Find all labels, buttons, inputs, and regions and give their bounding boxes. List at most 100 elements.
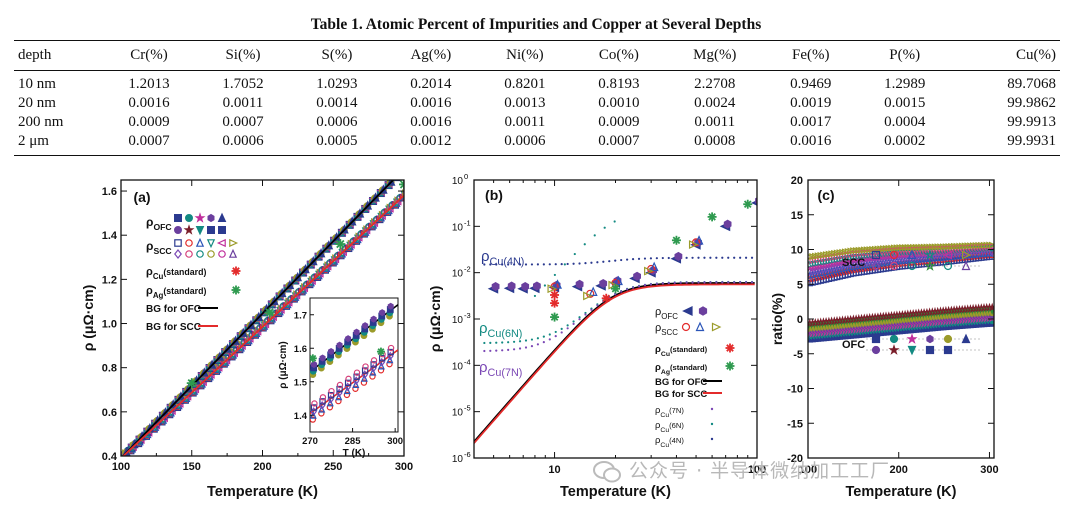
watermark: 公众号 · 半导体微纳加工工厂 (592, 456, 890, 484)
cu4n-curve-dot (518, 263, 522, 266)
plot-area (121, 180, 404, 456)
data-point (889, 250, 899, 260)
label-main: ρ (655, 322, 661, 334)
y-tick-label: 0 (797, 314, 803, 326)
data-point (174, 226, 183, 235)
table-cell: 0.0007 (222, 114, 264, 130)
y-tick-exponent: 0 (464, 172, 468, 181)
label-main: ρ (655, 420, 661, 431)
asterisk-stroke (726, 344, 734, 352)
table-cell: 0.0013 (504, 95, 546, 111)
cu7n-curve-dot (649, 283, 653, 286)
data-point (194, 212, 206, 223)
label-main: ρ (655, 344, 661, 355)
x-tick-label: 300 (395, 461, 413, 473)
asterisk-stroke (187, 378, 196, 388)
cu7n-curve-dot (584, 313, 587, 316)
data-point (370, 357, 378, 364)
data-point (378, 355, 386, 362)
cu7n-curve-dot (590, 308, 593, 311)
label-sub: SCC (661, 328, 678, 337)
legend-ofc: ρOFC (655, 306, 678, 321)
label-main: ρ (481, 248, 490, 265)
inset-plot (310, 302, 398, 423)
cu7n-curve-dot (739, 281, 742, 284)
cu7n-curve-dot (643, 284, 647, 287)
x-tick-label: 100 (748, 464, 766, 476)
data-point (402, 189, 404, 198)
data-point (694, 235, 704, 245)
data-point (553, 279, 563, 289)
data-point (588, 286, 598, 296)
label-tail: (4N) (669, 436, 684, 445)
label-tail: (standard) (670, 345, 708, 354)
cu7n-curve-dot (501, 349, 504, 352)
table-row: 20 nm 0.0016 0.0011 0.0014 0.0016 0.0013… (14, 94, 1060, 113)
table-caption: Table 1. Atomic Percent of Impurities an… (310, 16, 762, 33)
data-point (185, 239, 193, 247)
x-axis-label: Temperature (K) (560, 484, 671, 500)
label-sub: Ag (153, 291, 164, 300)
data-point (871, 260, 881, 272)
data-point (725, 343, 735, 353)
data-point (614, 275, 623, 286)
header-cell: Si(%) (225, 47, 261, 63)
asterisk-stroke (611, 284, 620, 293)
x-tick-label: 200 (253, 461, 271, 473)
legend-cu4n: ρCu(4N) (655, 435, 684, 449)
data-point (370, 315, 377, 323)
cu6n-curve-dot (518, 340, 522, 343)
cu4n-curve-dot (661, 256, 664, 260)
cu6n-curve-dot (489, 341, 492, 344)
asterisk-stroke (708, 213, 716, 221)
legend-cu-standard: ρCu(standard) (146, 266, 206, 281)
plot-area (808, 241, 994, 343)
table-cell: 0.0012 (410, 133, 452, 149)
cu4n-curve-dot (489, 263, 492, 266)
y-tick-label: 10 (452, 222, 464, 233)
y-tick-label: 1.2 (102, 274, 117, 286)
data-point (335, 392, 343, 401)
data-point (353, 373, 360, 380)
data-point (889, 261, 899, 271)
data-point (310, 404, 318, 411)
legend-ofc-label: ρOFC (146, 215, 172, 232)
y-tick-label: 0.4 (102, 451, 118, 463)
cu6n-curve-dot (524, 339, 528, 342)
panel-a: 100 150 200 250 300 0.4 0.6 0.8 1.0 1.2 1.4 1.6 Temp… (80, 179, 413, 500)
table-cell: 89.7068 (1007, 76, 1056, 92)
data-point (229, 238, 239, 248)
cu6n-curve-dot (572, 320, 575, 323)
y-tick-label: 15 (791, 210, 803, 222)
data-point (207, 226, 216, 235)
cu7n-curve-dot (548, 338, 551, 341)
table-cell: 0.0005 (316, 133, 358, 149)
cu6n-curve-dot (536, 337, 539, 340)
cu7n-curve-dot (631, 286, 635, 289)
data-point (387, 348, 394, 356)
asterisk-stroke (232, 286, 240, 294)
y-axis-label: ρ (μΩ·cm) (427, 286, 443, 353)
cu7n-curve-dot (709, 281, 712, 284)
label-sub: Cu (660, 412, 669, 419)
data-point (403, 189, 404, 194)
data-point (942, 250, 953, 260)
y-tick-label: 0.6 (102, 407, 117, 419)
header-cell: P(%) (889, 47, 921, 63)
label-sub: Cu(6N) (488, 328, 523, 340)
label-sub: SCC (153, 246, 171, 256)
data-point (369, 373, 376, 380)
table-cell: 0.0024 (694, 95, 736, 111)
table-cell: 1.0293 (316, 76, 358, 92)
cu7n-curve-dot (483, 349, 486, 353)
data-point (649, 261, 659, 272)
cu6n-curve-dot (583, 243, 586, 246)
data-point (206, 239, 216, 249)
legend-dot (710, 407, 714, 411)
x-tick-label: 100 (112, 461, 130, 473)
table-row: 2 μm 0.0007 0.0006 0.0005 0.0012 0.0006 … (14, 132, 1060, 156)
table-cell: 1.2013 (128, 76, 170, 92)
data-point (583, 291, 593, 301)
label-sub: Cu(4N) (490, 256, 525, 268)
table-cell: 0.0007 (598, 133, 640, 149)
